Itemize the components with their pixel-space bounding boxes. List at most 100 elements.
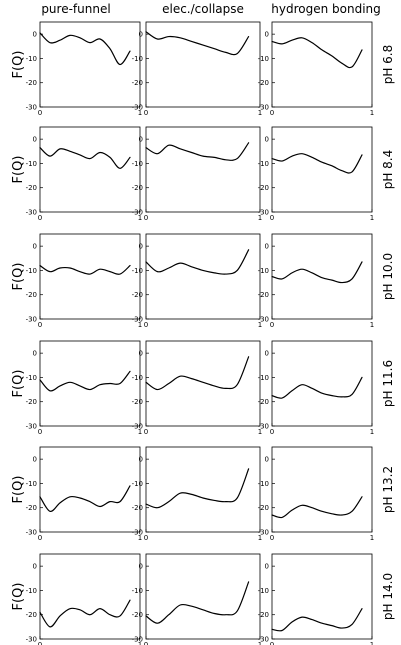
y-tick-label: -30	[132, 529, 143, 537]
x-tick-label: 0	[270, 641, 274, 645]
panel-frame	[145, 340, 261, 427]
free-energy-curve	[271, 608, 363, 632]
y-tick-label: 0	[139, 456, 143, 464]
y-tick-label: -10	[26, 374, 37, 382]
panel-ph-13-2-pure-funnel: 0-10-20-300 1	[26, 446, 142, 542]
column-title-pure-funnel: pure-funnel	[41, 2, 110, 16]
y-tick-label: 0	[265, 350, 269, 358]
x-tick-label: 1	[138, 109, 142, 117]
column-title-hydrogen-bonding: hydrogen bonding	[271, 2, 381, 16]
y-tick-label: -10	[132, 587, 143, 595]
y-tick-label: 0	[33, 136, 37, 144]
y-tick-label: -20	[26, 184, 37, 192]
y-tick-label: -20	[132, 291, 143, 299]
y-tick-label: -10	[132, 480, 143, 488]
x-tick-label: 1	[370, 109, 374, 117]
column-title-elec-collapse: elec./collapse	[162, 2, 244, 16]
y-axis-label: F(Q)	[11, 583, 26, 611]
free-energy-curve	[145, 356, 250, 391]
panel-frame	[39, 21, 141, 108]
panel-ph-13-2-elec-collapse: 0-10-20-300 1	[132, 446, 262, 542]
free-energy-curve	[39, 147, 131, 169]
y-tick-label: -10	[258, 480, 269, 488]
panel-frame	[39, 553, 141, 640]
x-tick-label: 0	[144, 109, 148, 117]
y-tick-label: -10	[132, 55, 143, 63]
x-tick-label: 1	[370, 321, 374, 329]
y-tick-label: -30	[258, 316, 269, 324]
y-tick-label: -30	[26, 423, 37, 431]
y-tick-label: -30	[258, 636, 269, 644]
panel-frame	[271, 446, 373, 533]
y-tick-label: -20	[26, 611, 37, 619]
panel-frame	[271, 126, 373, 213]
y-tick-label: 0	[139, 243, 143, 251]
panel-frame	[271, 553, 373, 640]
panel-ph-6-8-hydrogen-bonding: 0-10-20-300 1	[258, 21, 374, 117]
y-tick-label: -10	[26, 267, 37, 275]
panel-grid: 0-10-20-300 10-10-20-300 10-10-20-300 1F(Q)…	[11, 21, 395, 645]
y-tick-label: -10	[258, 374, 269, 382]
x-tick-label: 0	[144, 321, 148, 329]
x-tick-label: 1	[258, 641, 262, 645]
x-tick-label: 1	[370, 214, 374, 222]
y-axis-label: F(Q)	[11, 370, 26, 398]
free-energy-curve	[39, 599, 131, 628]
x-tick-label: 1	[258, 109, 262, 117]
y-tick-label: 0	[265, 456, 269, 464]
x-tick-label: 1	[138, 214, 142, 222]
free-energy-curve	[271, 153, 363, 174]
column-titles: pure-funnel elec./collapse hydrogen bond…	[41, 2, 380, 16]
y-tick-label: -30	[132, 209, 143, 217]
panel-frame	[39, 340, 141, 427]
x-tick-label: 1	[138, 534, 142, 542]
panel-ph-11-6-elec-collapse: 0-10-20-300 1	[132, 340, 262, 436]
y-tick-label: -20	[26, 504, 37, 512]
y-tick-label: -20	[132, 184, 143, 192]
row-label-ph-13-2: pH 13.2	[381, 466, 395, 513]
panel-ph-13-2-hydrogen-bonding: 0-10-20-300 1	[258, 446, 374, 542]
y-tick-label: 0	[265, 31, 269, 39]
y-tick-label: -10	[132, 374, 143, 382]
panel-frame	[39, 233, 141, 320]
panel-ph-10-0-hydrogen-bonding: 0-10-20-300 1	[258, 233, 374, 329]
y-tick-label: -30	[132, 104, 143, 112]
panel-frame	[145, 233, 261, 320]
x-tick-label: 0	[144, 214, 148, 222]
row-label-ph-8-4: pH 8.4	[381, 150, 395, 190]
x-tick-label: 0	[144, 534, 148, 542]
free-energy-curve	[145, 31, 250, 56]
y-axis-label: F(Q)	[11, 156, 26, 184]
free-energy-curve	[271, 261, 363, 284]
x-tick-label: 0	[38, 641, 42, 645]
x-tick-label: 0	[270, 534, 274, 542]
panel-ph-10-0-elec-collapse: 0-10-20-300 1	[132, 233, 262, 329]
y-tick-label: -30	[258, 529, 269, 537]
x-tick-label: 1	[370, 641, 374, 645]
panel-ph-8-4-pure-funnel: 0-10-20-300 1	[26, 126, 142, 222]
panel-frame	[145, 126, 261, 213]
panel-frame	[271, 21, 373, 108]
panel-ph-11-6-hydrogen-bonding: 0-10-20-300 1	[258, 340, 374, 436]
y-tick-label: -20	[258, 291, 269, 299]
x-tick-label: 1	[370, 534, 374, 542]
y-tick-label: 0	[139, 563, 143, 571]
y-tick-label: -20	[26, 79, 37, 87]
y-tick-label: -30	[132, 636, 143, 644]
x-tick-label: 0	[38, 321, 42, 329]
y-axis-label: F(Q)	[11, 263, 26, 291]
x-tick-label: 1	[138, 428, 142, 436]
panel-ph-6-8-pure-funnel: 0-10-20-300 1	[26, 21, 142, 117]
panel-frame	[39, 446, 141, 533]
x-tick-label: 0	[38, 428, 42, 436]
y-tick-label: -20	[26, 291, 37, 299]
y-tick-label: -20	[258, 184, 269, 192]
panel-ph-8-4-elec-collapse: 0-10-20-300 1	[132, 126, 262, 222]
free-energy-curve	[271, 37, 363, 69]
row-label-ph-11-6: pH 11.6	[381, 360, 395, 407]
free-energy-curve	[39, 485, 131, 512]
free-energy-curve	[145, 249, 250, 275]
y-tick-label: -30	[26, 636, 37, 644]
y-tick-label: -10	[132, 160, 143, 168]
